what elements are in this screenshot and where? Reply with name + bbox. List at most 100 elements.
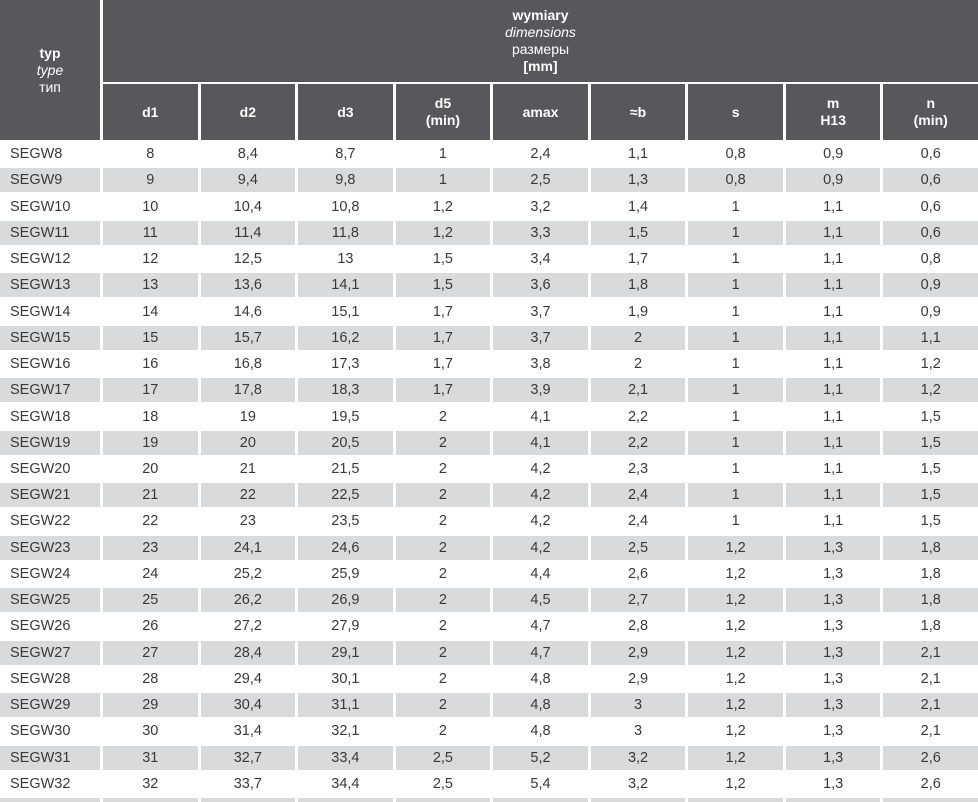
cell-b: 2 [590, 325, 686, 350]
cell-d1: 27 [103, 640, 198, 665]
cell-d5-min: 2 [395, 614, 491, 639]
cell-d5-min: 1,2 [395, 220, 491, 245]
cell-b: 1,8 [590, 273, 686, 298]
cell-d2: 13,6 [200, 273, 296, 298]
cell-d3: 15,1 [298, 299, 393, 324]
cell-d1: 22 [103, 509, 198, 534]
cell-d5-min: 2 [395, 588, 491, 613]
row-type-label: SEGW28 [0, 666, 100, 692]
row-type-label: SEGW30 [0, 719, 100, 744]
cell-s: 1 [688, 325, 783, 350]
cell-s: 1 [688, 194, 783, 219]
header-line: amax [522, 103, 559, 120]
cell-n-min: 0,6 [883, 168, 978, 193]
cell-s: 1 [688, 404, 783, 429]
column-header-n-min: n (min) [883, 84, 978, 140]
cell-b: 1,3 [590, 168, 686, 193]
cell-b: 2,8 [590, 614, 686, 639]
row-type-label: SEGW14 [0, 299, 100, 324]
cell-s: 1 [688, 483, 783, 508]
cell-amax: 3,3 [493, 220, 588, 245]
cell-n-min: 0,6 [883, 220, 978, 245]
cell-n-min: 1,5 [883, 430, 978, 455]
cell-d5-min: 1,2 [395, 194, 491, 219]
cell-d2: 33,7 [200, 771, 296, 796]
cell-d5-min: 2 [395, 509, 491, 534]
cell-b: 3 [590, 693, 686, 718]
column-header-m-h13: m H13 [785, 84, 881, 140]
cell-d2: 23 [200, 509, 296, 534]
row-type-label: SEGW20 [0, 456, 100, 482]
cell-n-min: 1,8 [883, 614, 978, 639]
header-line: d5 [434, 95, 452, 111]
type-column-header: typ type тип [0, 0, 100, 140]
cell-d3: 23,5 [298, 509, 393, 534]
cell-d2: 11,4 [200, 220, 296, 245]
partial-row-strip [785, 797, 881, 802]
partial-row-strip [298, 797, 393, 802]
cell-n-min: 0,8 [883, 246, 978, 272]
cell-d1: 25 [103, 588, 198, 613]
column-header-d1: d1 [103, 84, 198, 140]
cell-d2: 17,8 [200, 378, 296, 403]
row-type-label: SEGW11 [0, 220, 100, 245]
cell-d1: 15 [103, 325, 198, 350]
cell-s: 1 [688, 273, 783, 298]
cell-s: 1,2 [688, 588, 783, 613]
cell-d2: 27,2 [200, 614, 296, 639]
cell-d3: 20,5 [298, 430, 393, 455]
cell-s: 1 [688, 430, 783, 455]
cell-s: 1 [688, 351, 783, 377]
cell-m-h13: 1,1 [785, 194, 881, 219]
cell-n-min: 1,2 [883, 351, 978, 377]
cell-amax: 3,6 [493, 273, 588, 298]
cell-d3: 34,4 [298, 771, 393, 796]
partial-row-strip [103, 797, 198, 802]
cell-m-h13: 1,3 [785, 771, 881, 796]
cell-d2: 20 [200, 430, 296, 455]
partial-row-strip [395, 797, 491, 802]
cell-amax: 3,9 [493, 378, 588, 403]
cell-s: 1,2 [688, 666, 783, 692]
cell-d1: 23 [103, 535, 198, 560]
header-line: d1 [142, 103, 159, 120]
row-type-label: SEGW26 [0, 614, 100, 639]
cell-n-min: 0,6 [883, 142, 978, 167]
row-type-label: SEGW24 [0, 561, 100, 587]
cell-d1: 8 [103, 142, 198, 167]
column-header-d3: d3 [298, 84, 393, 140]
cell-m-h13: 1,1 [785, 509, 881, 534]
cell-amax: 4,8 [493, 666, 588, 692]
cell-m-h13: 1,1 [785, 246, 881, 272]
cell-b: 2,9 [590, 640, 686, 665]
column-header-amax: amax [493, 84, 588, 140]
row-type-label: SEGW12 [0, 246, 100, 272]
cell-n-min: 2,1 [883, 640, 978, 665]
cell-d2: 16,8 [200, 351, 296, 377]
header-line: d3 [337, 103, 354, 120]
cell-b: 2,6 [590, 561, 686, 587]
header-line: размеры [511, 41, 570, 57]
cell-n-min: 0,6 [883, 194, 978, 219]
row-type-label: SEGW31 [0, 745, 100, 770]
cell-m-h13: 1,1 [785, 220, 881, 245]
cell-b: 3,2 [590, 745, 686, 770]
cell-amax: 2,4 [493, 142, 588, 167]
cell-d2: 10,4 [200, 194, 296, 219]
cell-n-min: 2,6 [883, 745, 978, 770]
cell-s: 1 [688, 456, 783, 482]
cell-amax: 4,2 [493, 483, 588, 508]
row-type-label: SEGW22 [0, 509, 100, 534]
header-line: [mm] [523, 58, 558, 74]
header-line: dimensions [505, 24, 576, 40]
cell-amax: 4,2 [493, 456, 588, 482]
partial-row-strip [883, 797, 978, 802]
cell-b: 2,9 [590, 666, 686, 692]
row-type-label: SEGW9 [0, 168, 100, 193]
cell-d3: 30,1 [298, 666, 393, 692]
cell-s: 1,2 [688, 719, 783, 744]
cell-s: 1 [688, 246, 783, 272]
cell-n-min: 2,1 [883, 719, 978, 744]
cell-b: 2,2 [590, 404, 686, 429]
